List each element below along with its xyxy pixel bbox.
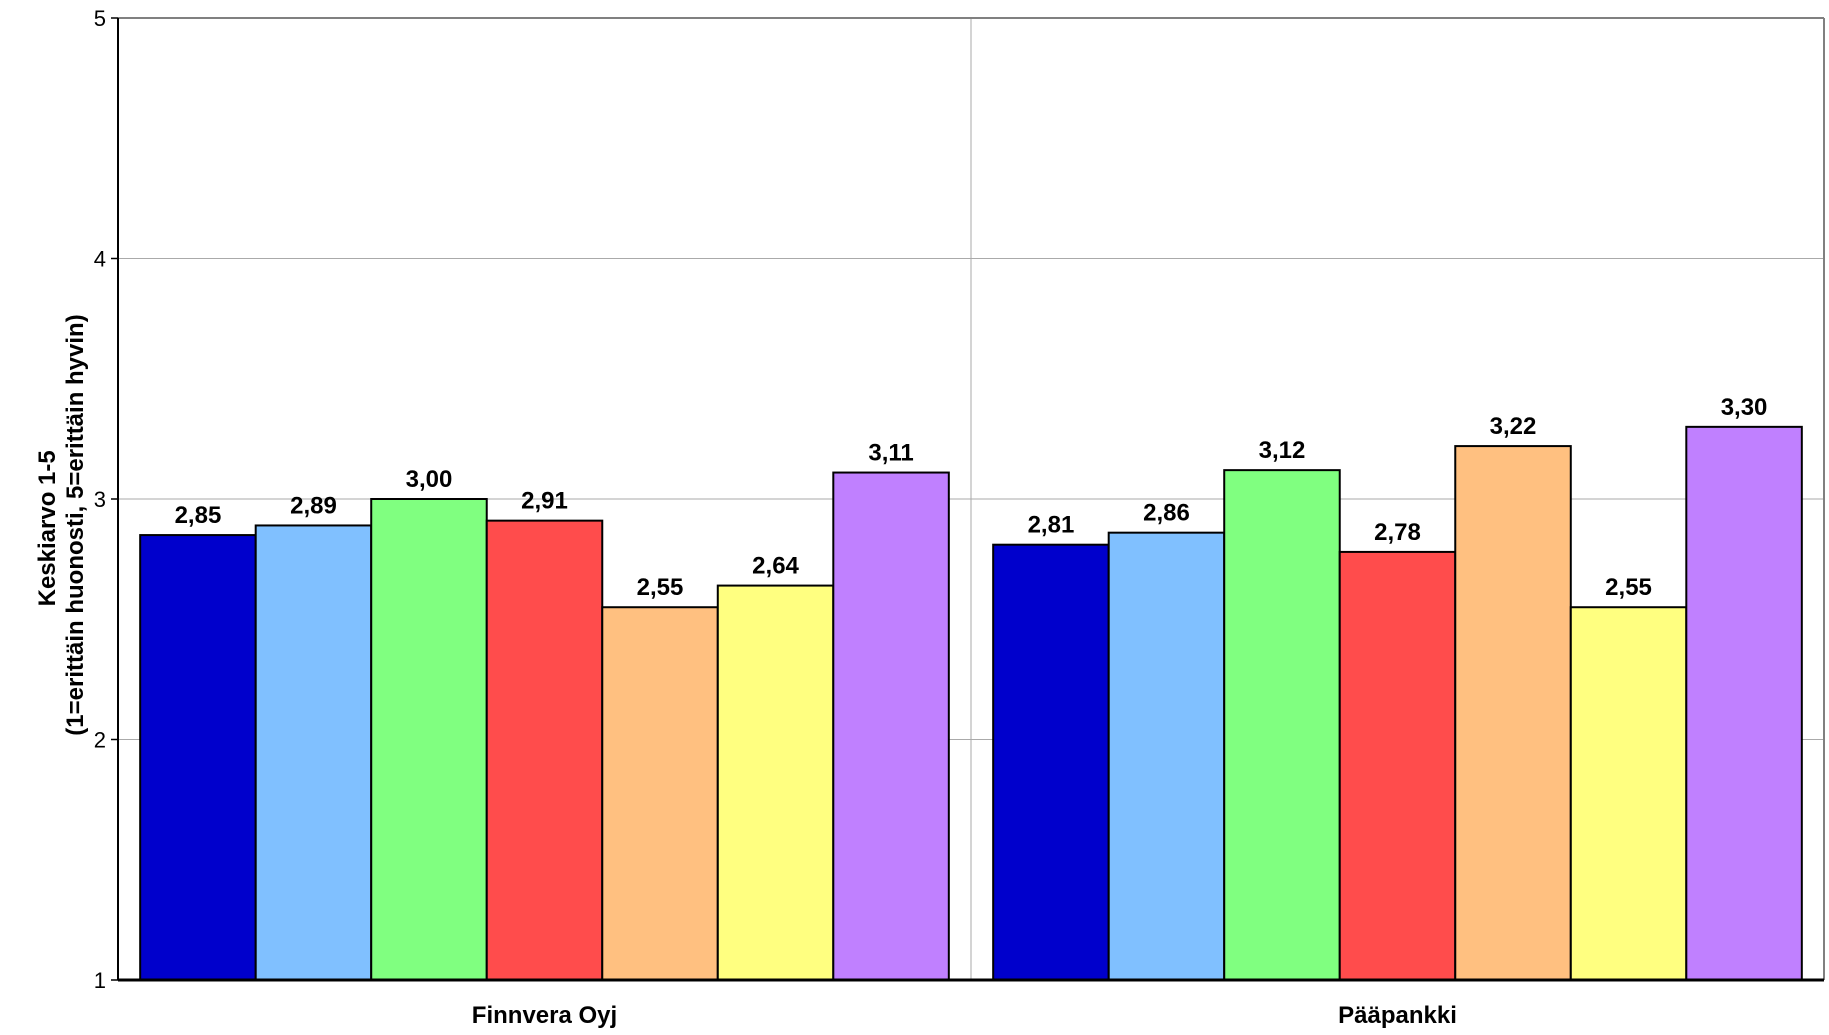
y-tick-label: 2	[94, 728, 106, 753]
bar	[601, 606, 719, 981]
data-label: 2,85	[175, 502, 222, 529]
y-tick-label: 1	[94, 968, 106, 993]
bar	[485, 519, 604, 982]
bars	[139, 425, 1803, 982]
bar	[992, 543, 1110, 981]
y-tick-label: 4	[94, 247, 106, 272]
x-category-label: Pääpankki	[1338, 1002, 1457, 1029]
y-axis-title-line-2: (1=erittäin huonosti, 5=erittäin hyvin)	[62, 314, 89, 735]
data-label: 3,30	[1721, 394, 1768, 421]
data-label: 3,00	[406, 466, 453, 493]
y-tick-label: 5	[94, 6, 106, 31]
axes: 1 2 3 4 5 Finnvera Oyj Pääpankki	[94, 6, 1825, 1029]
bar	[1338, 550, 1457, 981]
y-tick-label: 3	[94, 487, 106, 512]
bar	[832, 471, 950, 981]
x-category-label: Finnvera Oyj	[472, 1002, 617, 1029]
data-label: 2,55	[1605, 574, 1652, 601]
data-label: 2,55	[637, 574, 684, 601]
data-label: 3,22	[1490, 413, 1537, 440]
bar	[254, 524, 373, 982]
data-label: 2,64	[752, 553, 799, 580]
data-labels: 2,85 2,89 3,00 2,91 2,55 2,64 3,11 2,81 2,86 3,12…	[175, 394, 1768, 601]
bar	[1454, 445, 1572, 981]
y-axis-title: Keskiarvo 1-5 (1=erittäin huonosti, 5=er…	[34, 314, 89, 735]
data-label: 2,86	[1143, 500, 1190, 527]
data-label: 3,12	[1259, 437, 1306, 464]
bar	[716, 584, 835, 982]
y-axis-title-line-1: Keskiarvo 1-5	[34, 450, 61, 606]
bar	[1685, 425, 1803, 982]
bar	[1107, 531, 1226, 981]
data-label: 3,11	[868, 440, 913, 467]
data-label: 2,91	[521, 488, 568, 515]
bar	[1223, 469, 1341, 981]
bar	[370, 498, 488, 981]
data-label: 2,78	[1374, 519, 1421, 546]
data-label: 2,89	[290, 492, 337, 519]
data-label: 2,81	[1028, 512, 1075, 539]
bar	[139, 534, 257, 981]
bar	[1569, 606, 1688, 981]
